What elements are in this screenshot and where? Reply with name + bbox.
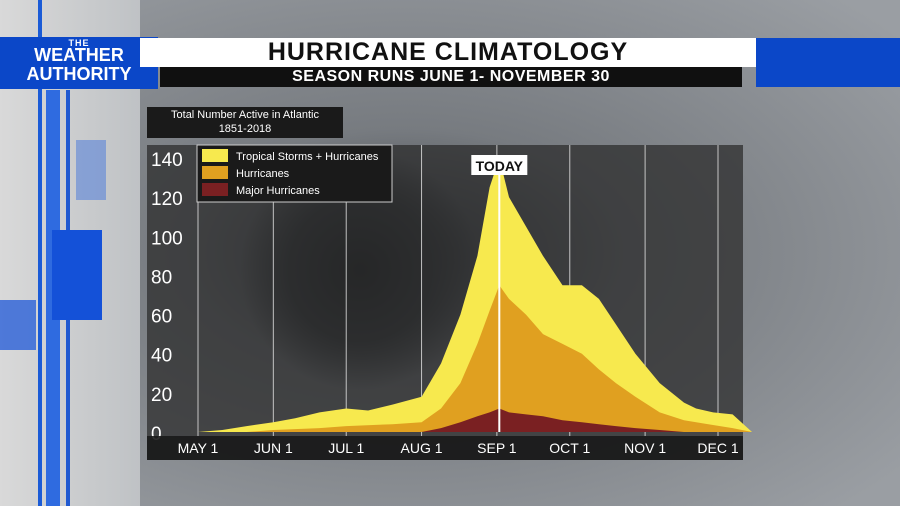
legend-label-2: Major Hurricanes bbox=[236, 185, 320, 197]
title-bar bbox=[140, 38, 756, 67]
x-tick-label: NOV 1 bbox=[624, 440, 666, 456]
brand-small-text: THE bbox=[68, 38, 90, 48]
y-tick-label: 120 bbox=[151, 189, 183, 210]
area-series bbox=[198, 158, 752, 432]
legend-label-0: Tropical Storms + Hurricanes bbox=[236, 151, 379, 163]
note-line1: Total Number Active in Atlantic bbox=[171, 109, 319, 121]
legend-label-1: Hurricanes bbox=[236, 168, 290, 180]
x-tick-label: MAY 1 bbox=[178, 440, 219, 456]
chart-title: HURRICANE CLIMATOLOGY bbox=[267, 38, 629, 66]
x-tick-label: JUL 1 bbox=[328, 440, 364, 456]
y-tick-label: 20 bbox=[151, 385, 172, 406]
today-marker: TODAY bbox=[471, 155, 528, 432]
subtitle-bar bbox=[160, 67, 742, 87]
today-label: TODAY bbox=[476, 158, 524, 174]
x-tick-label: OCT 1 bbox=[549, 440, 590, 456]
y-tick-label: 80 bbox=[151, 267, 172, 288]
series-area-0 bbox=[198, 158, 752, 432]
legend-box bbox=[196, 144, 393, 203]
y-axis-ticks: 0 20 40 60 80 100 120 140 bbox=[151, 150, 183, 445]
brand-line-weather: WEATHER bbox=[34, 45, 124, 65]
header-blue-band bbox=[756, 38, 900, 87]
x-axis-band bbox=[147, 436, 743, 460]
x-tick-label: SEP 1 bbox=[477, 440, 517, 456]
legend-swatch-1 bbox=[202, 166, 228, 179]
x-tick-label: AUG 1 bbox=[401, 440, 443, 456]
y-tick-label: 100 bbox=[151, 228, 183, 249]
today-label-box bbox=[471, 155, 528, 175]
legend-swatch-2 bbox=[202, 183, 228, 196]
brand-logo-block bbox=[0, 37, 158, 89]
note-line2: 1851-2018 bbox=[218, 123, 272, 135]
series-area-1 bbox=[198, 285, 752, 432]
y-tick-label: 140 bbox=[151, 150, 183, 171]
y-tick-label: 40 bbox=[151, 346, 172, 367]
chart-subtitle: SEASON RUNS JUNE 1- NOVEMBER 30 bbox=[292, 68, 610, 85]
x-tick-label: JUN 1 bbox=[254, 440, 293, 456]
brand-line-authority: AUTHORITY bbox=[26, 64, 132, 84]
x-tick-label: DEC 1 bbox=[697, 440, 738, 456]
y-tick-label: 0 bbox=[151, 424, 162, 445]
legend: Tropical Storms + Hurricanes Hurricanes Ma… bbox=[196, 144, 393, 203]
y-tick-label: 60 bbox=[151, 307, 172, 328]
x-axis-ticks: MAY 1 JUN 1 JUL 1 AUG 1 SEP 1 OCT 1 NOV 1 DEC 1 bbox=[147, 436, 743, 460]
legend-swatch-0 bbox=[202, 149, 228, 162]
note-box bbox=[147, 107, 343, 138]
series-area-2 bbox=[198, 408, 752, 432]
